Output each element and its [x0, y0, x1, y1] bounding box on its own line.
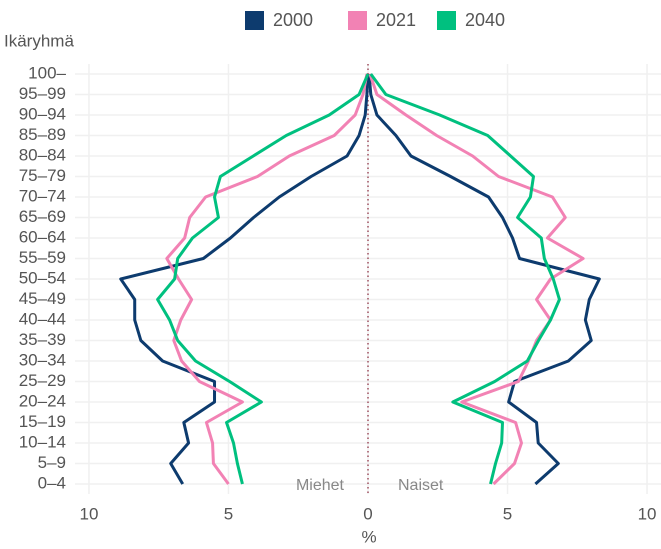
legend-swatch: [245, 11, 264, 30]
y-tick-label: 50–54: [19, 268, 66, 287]
y-tick-label: 85–89: [19, 125, 66, 144]
y-tick-label: 55–59: [19, 248, 66, 267]
series-line: [367, 73, 601, 486]
y-tick-label: 20–24: [19, 391, 66, 410]
legend-swatch: [348, 11, 367, 30]
y-tick-label: 60–64: [19, 227, 66, 246]
y-tick-label: 65–69: [19, 207, 66, 226]
x-tick-label: 10: [638, 504, 657, 523]
annotation: Naiset: [398, 477, 444, 494]
y-tick-label: 80–84: [19, 145, 66, 164]
y-tick-label: 95–99: [19, 84, 66, 103]
series-line: [156, 73, 370, 485]
y-tick-label: 100–: [28, 63, 66, 82]
x-tick-label: 10: [79, 504, 98, 523]
y-tick-label: 90–94: [19, 104, 66, 123]
legend-label: 2040: [465, 10, 505, 30]
y-tick-label: 0–4: [38, 473, 66, 492]
legend-label: 2021: [376, 10, 416, 30]
y-tick-label: 5–9: [38, 453, 66, 472]
series-line: [165, 73, 369, 485]
legend-label: 2000: [273, 10, 313, 30]
y-tick-label: 40–44: [19, 309, 66, 328]
series-line: [369, 73, 561, 485]
x-axis-title: %: [361, 527, 376, 546]
y-tick-label: 75–79: [19, 166, 66, 185]
x-tick-label: 5: [224, 504, 233, 523]
y-tick-label: 45–49: [19, 289, 66, 308]
y-tick-label: 15–19: [19, 412, 66, 431]
y-tick-label: 10–14: [19, 432, 66, 451]
y-axis-title: Ikäryhmä: [4, 31, 74, 50]
annotation: Miehet: [296, 477, 345, 494]
y-tick-label: 70–74: [19, 186, 66, 205]
y-tick-label: 35–39: [19, 330, 66, 349]
series-line: [119, 73, 370, 485]
y-tick-label: 30–34: [19, 350, 66, 369]
y-tick-label: 25–29: [19, 371, 66, 390]
series-line: [368, 73, 585, 486]
x-tick-label: 0: [363, 504, 372, 523]
x-tick-label: 5: [503, 504, 512, 523]
legend-swatch: [437, 11, 456, 30]
